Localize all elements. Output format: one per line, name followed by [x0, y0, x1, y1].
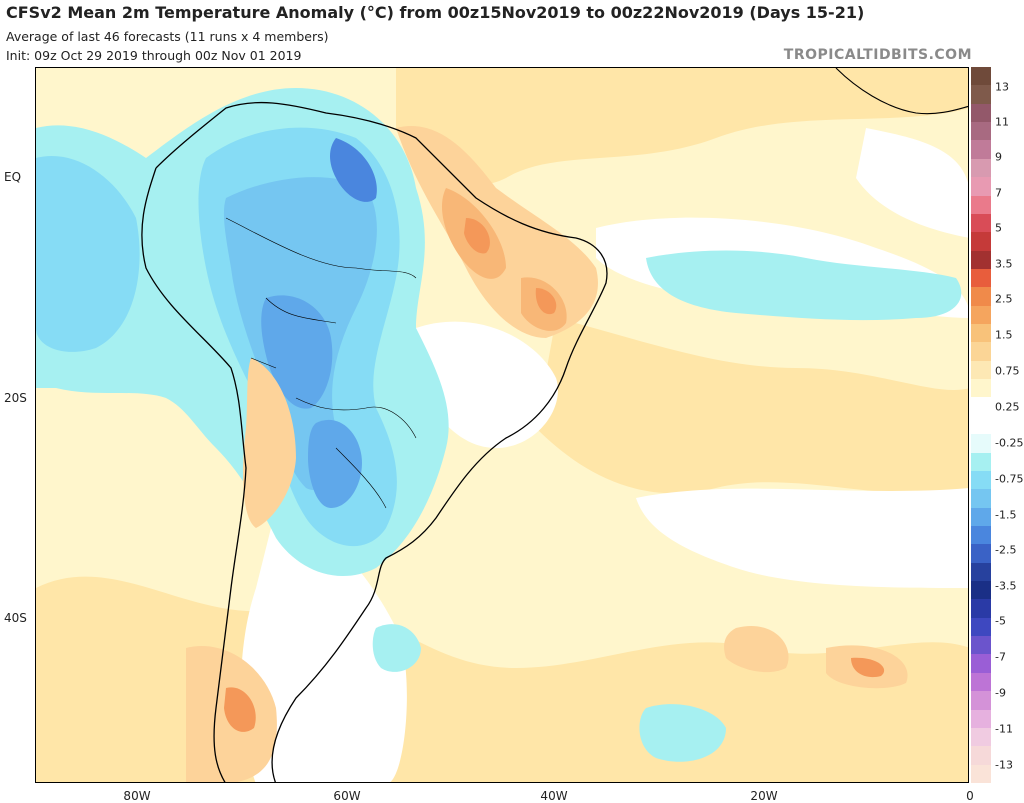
lon-label: 0 — [966, 789, 974, 803]
colorbar-segment — [971, 122, 991, 141]
forecast-subtitle: Average of last 46 forecasts (11 runs x … — [6, 29, 329, 44]
colorbar-label: -11 — [995, 722, 1013, 736]
warm-band-patch — [36, 576, 968, 782]
colorbar-label: -2.5 — [995, 543, 1017, 557]
colorbar-segment — [971, 268, 991, 288]
colorbar-segment — [971, 213, 991, 233]
cool-patch — [646, 250, 962, 321]
warm-patch — [464, 218, 490, 254]
colorbar-label: -7 — [995, 650, 1006, 664]
colorbar-segment — [971, 654, 991, 674]
colorbar-segment — [971, 507, 991, 527]
colorbar-segment — [971, 250, 991, 270]
colorbar-segment — [971, 379, 991, 398]
neutral-patch — [241, 508, 407, 782]
colorbar-label: 11 — [995, 115, 1009, 129]
colorbar-label: 5 — [995, 221, 1002, 235]
cool-patch — [36, 156, 140, 352]
colorbar-segment — [971, 103, 991, 123]
colorbar-label: 1.5 — [995, 328, 1013, 342]
warm-patch — [724, 626, 789, 673]
colorbar-segment — [971, 525, 991, 545]
cool-patch — [330, 138, 377, 202]
anomaly-map — [35, 67, 969, 783]
colorbar — [971, 67, 991, 784]
lon-label: 60W — [333, 789, 361, 803]
colorbar-segment — [971, 67, 991, 86]
colorbar-segment — [971, 232, 991, 252]
colorbar-segment — [971, 746, 991, 766]
cool-patch — [261, 295, 333, 409]
colorbar-label: -3.5 — [995, 579, 1017, 593]
colorbar-segment — [971, 177, 991, 196]
colorbar-label: 3.5 — [995, 257, 1013, 271]
colorbar-label: 2.5 — [995, 292, 1013, 306]
colorbar-segment — [971, 360, 991, 380]
lon-label: 20W — [750, 789, 778, 803]
lat-label: 20S — [4, 391, 27, 405]
colorbar-segment — [971, 342, 991, 362]
colorbar-label: 7 — [995, 186, 1002, 200]
colorbar-segment — [971, 581, 991, 600]
map-canvas — [36, 68, 968, 782]
colorbar-label: -5 — [995, 614, 1006, 628]
warm-band-patch — [396, 68, 968, 185]
colorbar-label: 0.25 — [995, 400, 1020, 414]
colorbar-label: 0.75 — [995, 364, 1020, 378]
colorbar-label: -9 — [995, 686, 1006, 700]
neutral-patch — [416, 321, 558, 448]
africa-coastline — [835, 68, 968, 115]
neutral-patch — [856, 128, 968, 238]
warm-patch — [851, 657, 885, 678]
south-america-west-coast — [141, 167, 247, 782]
warm-patch — [535, 288, 557, 315]
init-subtitle: Init: 09z Oct 29 2019 through 00z Nov 01… — [6, 48, 302, 63]
colorbar-segment — [971, 140, 991, 160]
colorbar-segment — [971, 434, 991, 454]
colorbar-segment — [971, 415, 991, 435]
colorbar-segment — [971, 562, 991, 582]
colorbar-segment — [971, 85, 991, 105]
colorbar-segment — [971, 727, 991, 747]
colorbar-segment — [971, 691, 991, 711]
colorbar-segment — [971, 617, 991, 637]
lon-label: 40W — [540, 789, 568, 803]
warm-patch — [224, 687, 256, 732]
warm-band-patch — [536, 318, 968, 494]
colorbar-segment — [971, 305, 991, 325]
cool-patch — [372, 624, 421, 672]
colorbar-segment — [971, 195, 991, 215]
colorbar-segment — [971, 397, 991, 417]
cool-patch — [639, 704, 726, 762]
colorbar-label: 13 — [995, 80, 1009, 94]
colorbar-label: -13 — [995, 758, 1013, 772]
colorbar-label: 9 — [995, 150, 1002, 164]
colorbar-segment — [971, 764, 991, 784]
cool-patch — [308, 419, 362, 508]
brand-watermark: TROPICALTIDBITS.COM — [783, 47, 972, 63]
colorbar-label: -0.75 — [995, 472, 1024, 486]
colorbar-segment — [971, 672, 991, 692]
colorbar-segment — [971, 324, 991, 343]
lat-label: 40S — [4, 611, 27, 625]
country-border — [225, 217, 417, 509]
south-america-coastline — [155, 101, 608, 782]
colorbar-segment — [971, 599, 991, 619]
chart-title: CFSv2 Mean 2m Temperature Anomaly (°C) f… — [6, 3, 865, 22]
colorbar-segment — [971, 709, 991, 729]
warm-patch — [243, 358, 296, 528]
lon-label: 80W — [123, 789, 151, 803]
colorbar-segment — [971, 470, 991, 490]
lat-label: EQ — [4, 170, 22, 184]
colorbar-segment — [971, 636, 991, 655]
colorbar-segment — [971, 158, 991, 178]
neutral-patch — [636, 488, 968, 588]
colorbar-label: -1.5 — [995, 508, 1017, 522]
colorbar-segment — [971, 287, 991, 307]
colorbar-segment — [971, 452, 991, 472]
colorbar-segment — [971, 544, 991, 564]
colorbar-label: -0.25 — [995, 436, 1024, 450]
colorbar-segment — [971, 489, 991, 509]
